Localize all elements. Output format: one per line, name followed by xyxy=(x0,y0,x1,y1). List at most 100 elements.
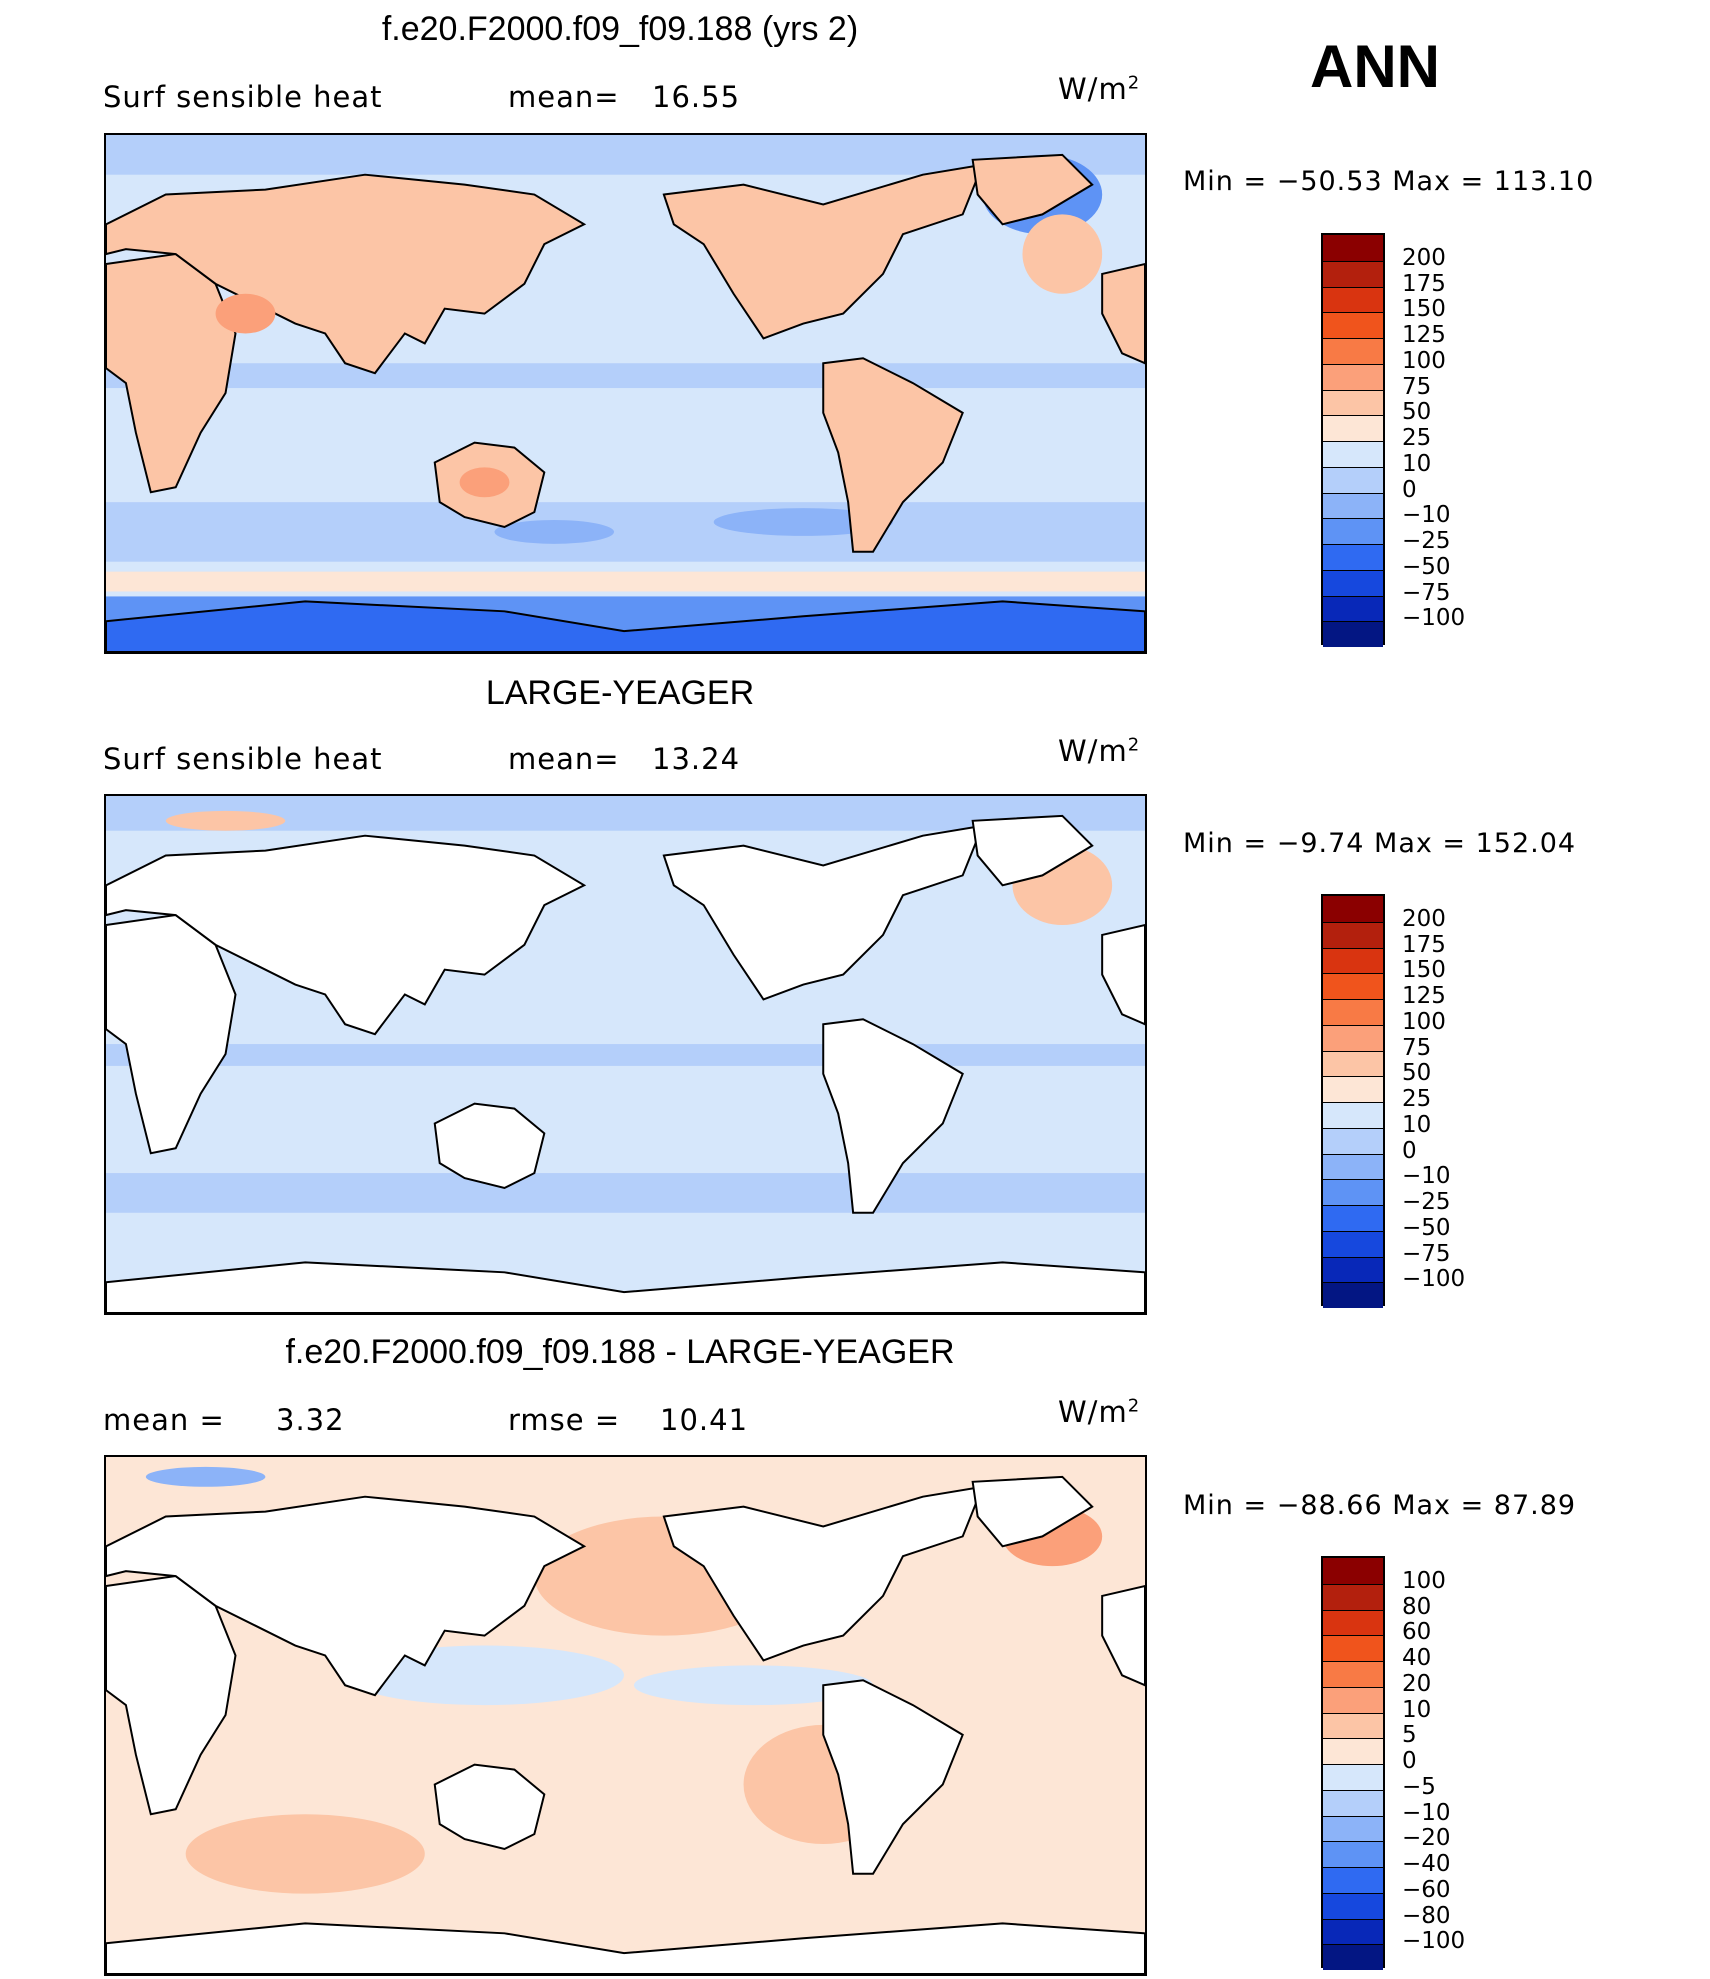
colorbar-tick-label: 200 xyxy=(1402,905,1446,932)
colorbar-tick-label: 75 xyxy=(1402,1034,1432,1061)
field-blob xyxy=(713,508,893,536)
colorbar-swatch xyxy=(1323,518,1383,544)
field-band xyxy=(106,1044,1145,1066)
colorbar-tick-label: 150 xyxy=(1402,957,1446,984)
panel-title-diff: f.e20.F2000.f09_f09.188 - LARGE-YEAGER xyxy=(285,1333,955,1371)
colorbar-swatch xyxy=(1323,947,1383,974)
field-band xyxy=(106,502,1145,562)
field-blob xyxy=(165,810,286,831)
colorbar-swatch xyxy=(1323,1686,1383,1713)
field-band xyxy=(106,1173,1145,1213)
colorbar-swatch xyxy=(1323,1841,1383,1867)
coastline xyxy=(822,1018,964,1214)
coastline xyxy=(971,153,1094,226)
map-diff xyxy=(104,1455,1147,1976)
coastline xyxy=(971,1475,1094,1548)
coastline xyxy=(106,834,587,1036)
coastline xyxy=(433,1763,546,1851)
colorbar-tick-label: −75 xyxy=(1402,1240,1451,1267)
colorbar-swatch xyxy=(1323,1205,1383,1231)
colorbar-swatch xyxy=(1323,1127,1383,1154)
map-field-test xyxy=(106,135,1145,652)
colorbar-swatch xyxy=(1323,1892,1383,1919)
colorbar-tick-label: 0 xyxy=(1402,1137,1417,1164)
colorbar-swatch xyxy=(1323,921,1383,948)
colorbar-tick-label: 175 xyxy=(1402,270,1446,297)
colorbar-tick-label: 25 xyxy=(1402,1086,1432,1112)
panel-mean-value-obs: 13.24 xyxy=(652,742,741,776)
colorbar-tick-label: 50 xyxy=(1402,399,1432,426)
colorbar-tick-label: −10 xyxy=(1402,1163,1451,1190)
minmax-obs: Min = −9.74 Max = 152.04 xyxy=(1183,828,1577,859)
colorbar-tick-label: −10 xyxy=(1402,502,1451,529)
coastline xyxy=(106,1922,1145,1974)
colorbar-swatch xyxy=(1323,1918,1383,1945)
colorbar-swatch xyxy=(1323,569,1383,596)
colorbar-tick-label: 150 xyxy=(1402,296,1446,323)
colorbar-swatch xyxy=(1323,492,1383,519)
coastline xyxy=(106,1261,1145,1313)
colorbar-swatch xyxy=(1323,338,1383,364)
colorbar-swatch xyxy=(1323,1661,1383,1687)
colorbar-swatch xyxy=(1323,1558,1383,1584)
colorbar-swatch xyxy=(1323,1609,1383,1636)
colorbar-tick-label: −80 xyxy=(1402,1902,1451,1929)
colorbar-swatch xyxy=(1323,1635,1383,1661)
colorbar-tick-label: 125 xyxy=(1402,983,1446,1009)
colorbar-tick-label: −100 xyxy=(1402,1928,1466,1955)
colorbar-tick-label: 10 xyxy=(1402,450,1432,477)
colorbar-tick-label: −75 xyxy=(1402,579,1451,606)
panel-units-diff: W/m2 xyxy=(1058,1395,1141,1429)
colorbar-swatch xyxy=(1323,544,1383,570)
field-blob xyxy=(1022,214,1103,294)
colorbar-tick-label: 100 xyxy=(1402,1008,1446,1035)
colorbar-swatch xyxy=(1323,896,1383,922)
panel-title-obs: LARGE-YEAGER xyxy=(485,674,755,712)
field-blob xyxy=(185,1814,425,1894)
field-band xyxy=(106,571,1145,592)
colorbar-swatch xyxy=(1323,595,1383,622)
map-field-obs xyxy=(106,796,1145,1313)
colorbar-swatch xyxy=(1323,286,1383,313)
field-blob xyxy=(145,1466,266,1487)
colorbar-tick-label: 20 xyxy=(1402,1670,1432,1697)
colorbar-tick-label: −60 xyxy=(1402,1876,1451,1903)
coastline xyxy=(1101,1584,1145,1687)
map-obs xyxy=(104,794,1147,1315)
colorbar-tick-label: −20 xyxy=(1402,1825,1451,1852)
colorbar-swatch xyxy=(1323,1024,1383,1051)
colorbar-swatch xyxy=(1323,466,1383,493)
field-blob xyxy=(459,467,510,498)
panel-rmse-label-diff: rmse = xyxy=(508,1403,621,1437)
colorbar-tick-label: 40 xyxy=(1402,1645,1432,1671)
panel-mean-value-test: 16.55 xyxy=(652,80,741,114)
colorbar-tick-label: −100 xyxy=(1402,1266,1466,1293)
coastline xyxy=(662,163,985,340)
colorbar-swatch xyxy=(1323,1764,1383,1790)
colorbar-swatch xyxy=(1323,415,1383,441)
colorbar-tick-label: 200 xyxy=(1402,244,1446,271)
panel-title-test: f.e20.F2000.f09_f09.188 (yrs 2) xyxy=(381,10,859,48)
panel-variable-label-obs: Surf sensible heat xyxy=(103,742,383,776)
coastline xyxy=(1101,262,1145,365)
minmax-diff: Min = −88.66 Max = 87.89 xyxy=(1183,1490,1577,1521)
colorbar-swatch xyxy=(1323,1815,1383,1842)
colorbar-tick-label: −50 xyxy=(1402,1214,1451,1241)
field-blob xyxy=(215,293,276,334)
colorbar-swatch xyxy=(1323,441,1383,467)
colorbar-swatch xyxy=(1323,1282,1383,1308)
panel-units-obs: W/m2 xyxy=(1058,734,1141,768)
map-field-diff xyxy=(106,1457,1145,1974)
colorbar-tick-label: 175 xyxy=(1402,931,1446,958)
colorbar-tick-label: −100 xyxy=(1402,605,1466,632)
colorbar-tick-label: 100 xyxy=(1402,1567,1446,1594)
field-blob xyxy=(494,520,615,544)
field-band xyxy=(106,363,1145,389)
field-blob xyxy=(633,1665,874,1706)
colorbar-tick-label: −5 xyxy=(1402,1773,1436,1800)
coastline xyxy=(971,814,1094,887)
coastline xyxy=(106,173,587,375)
panel-mean-label-test: mean= xyxy=(508,80,620,114)
colorbar-swatch xyxy=(1323,1944,1383,1970)
colorbar-swatch xyxy=(1323,1076,1383,1102)
